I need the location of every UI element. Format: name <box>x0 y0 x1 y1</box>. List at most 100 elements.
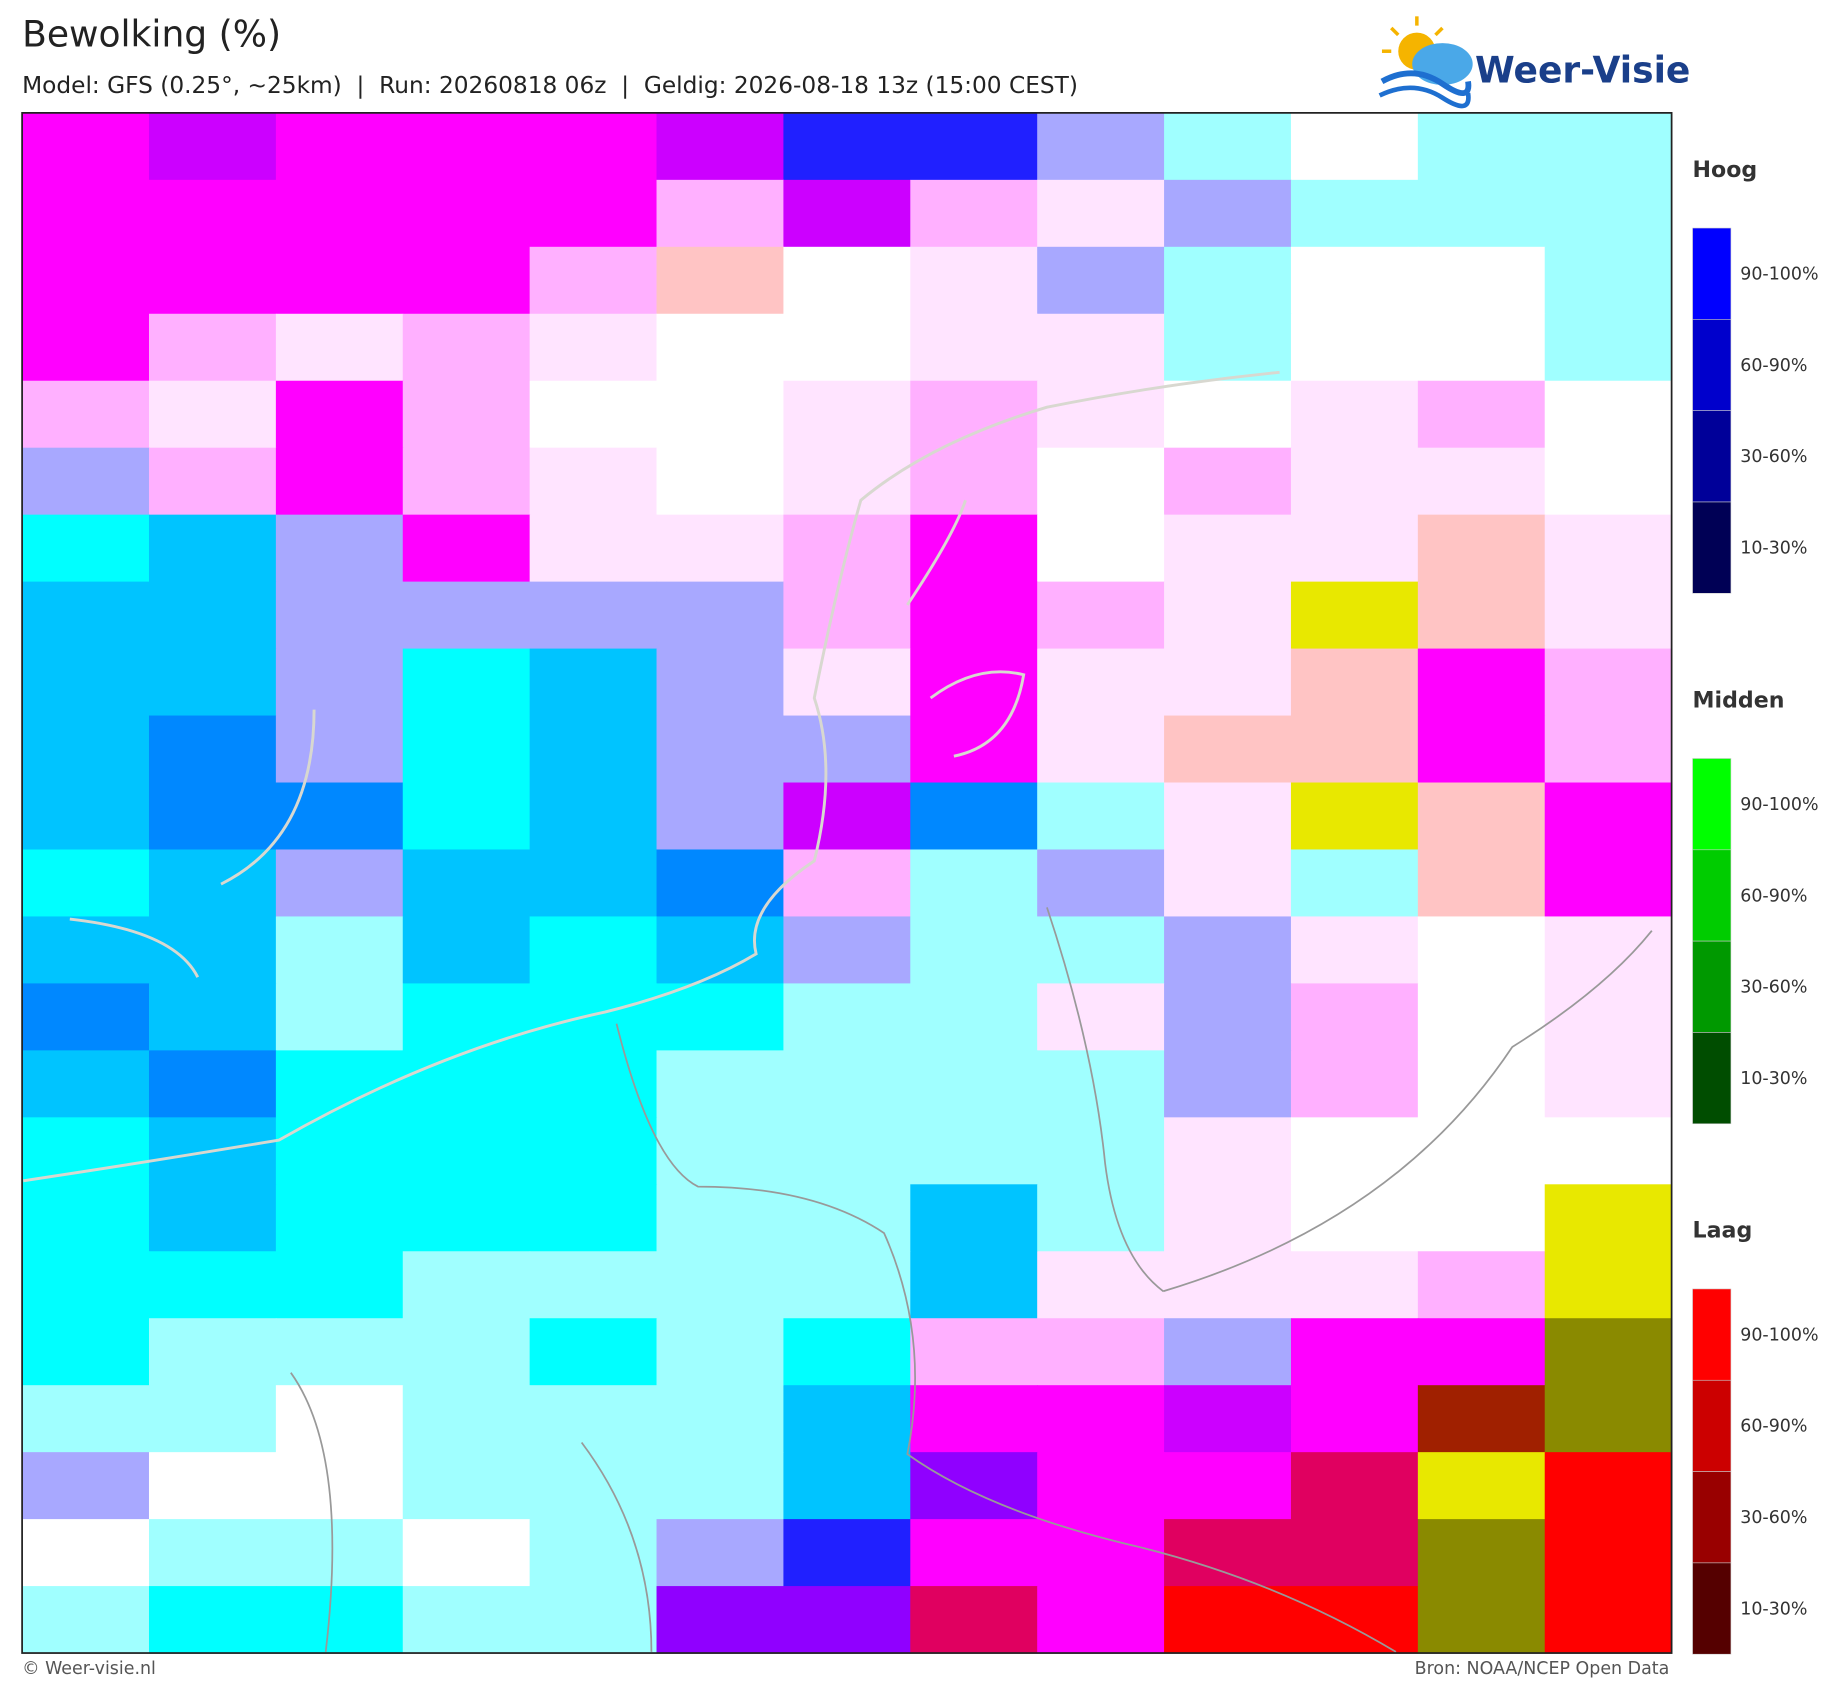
cloud-cell <box>22 447 150 516</box>
cloud-cell <box>783 1251 911 1319</box>
cloud-cell <box>1164 715 1292 784</box>
legend-title: Laag <box>1693 1218 1753 1244</box>
cloud-cell <box>1290 514 1419 583</box>
cloud-cell <box>1290 380 1419 449</box>
cloud-cell <box>529 380 658 449</box>
cloud-cell <box>1290 313 1419 382</box>
cloud-cell <box>1290 1184 1419 1252</box>
cloud-cell <box>1164 313 1292 382</box>
legend-swatch <box>1692 1379 1732 1472</box>
cloud-cell <box>22 1050 150 1118</box>
legend-label: 10-30% <box>1740 1599 1807 1619</box>
cloud-cell <box>1037 179 1165 248</box>
title: Bewolking (%) <box>22 14 281 56</box>
cloud-cell <box>910 581 1038 650</box>
cloud-cell <box>1417 1050 1546 1118</box>
cloud-cell <box>656 1519 784 1587</box>
cloud-cell <box>656 648 784 717</box>
cloud-cell <box>1544 581 1673 650</box>
cloud-cell <box>656 1184 784 1252</box>
cloud-cell <box>22 1586 150 1654</box>
cloud-cell <box>1037 983 1165 1051</box>
legend-label: 60-90% <box>1740 356 1807 376</box>
legend-label: 30-60% <box>1740 978 1807 998</box>
cloud-cell <box>656 983 784 1051</box>
cloud-cell <box>402 782 531 851</box>
cloud-cell <box>22 782 150 851</box>
cloud-cell <box>148 514 277 583</box>
cloud-cell <box>656 313 784 382</box>
cloud-cell <box>1164 112 1292 181</box>
cloud-cell <box>529 648 658 717</box>
cloud-cell <box>910 1452 1038 1520</box>
cloud-cell <box>275 246 404 315</box>
cloud-cell <box>656 447 784 516</box>
cloud-cell <box>402 849 531 918</box>
cloud-cell <box>529 112 658 181</box>
cloud-cell <box>148 1184 277 1252</box>
cloud-cell <box>656 380 784 449</box>
cloud-cell <box>1164 179 1292 248</box>
cloud-cell <box>1164 1050 1292 1118</box>
cloud-cell <box>148 916 277 984</box>
cloud-cell <box>1164 849 1292 918</box>
cloud-cell <box>1544 916 1673 984</box>
cloud-cell <box>656 782 784 851</box>
cloud-cell <box>783 1519 911 1587</box>
cloud-cell <box>402 1318 531 1386</box>
cloud-cell <box>402 447 531 516</box>
cloud-cell <box>1417 313 1546 382</box>
legend-swatch <box>1692 1562 1732 1655</box>
cloud-cell <box>402 1251 531 1319</box>
cloud-cell <box>1417 782 1546 851</box>
cloud-cell <box>1417 648 1546 717</box>
legend-label: 90-100% <box>1740 1325 1818 1345</box>
cloud-cell <box>148 112 277 181</box>
cloud-cell <box>783 916 911 984</box>
cloud-cell <box>1417 447 1546 516</box>
cloud-cell <box>402 246 531 315</box>
cloud-cell <box>1290 715 1419 784</box>
cloud-cell <box>275 916 404 984</box>
cloud-cell <box>529 1519 658 1587</box>
legend-swatch <box>1692 849 1732 942</box>
cloud-cell <box>1164 782 1292 851</box>
legend-label: 90-100% <box>1740 265 1818 285</box>
cloud-cell <box>402 1385 531 1453</box>
cloud-cell <box>402 380 531 449</box>
cloud-cell <box>529 1117 658 1185</box>
legend-swatch <box>1692 319 1732 411</box>
cloud-cell <box>1417 581 1546 650</box>
cloud-cell <box>1417 916 1546 984</box>
cloud-cell <box>1544 1117 1673 1185</box>
cloud-cell <box>1164 246 1292 315</box>
cloud-cell <box>148 246 277 315</box>
cloud-cell <box>1544 380 1673 449</box>
cloud-cell <box>783 581 911 650</box>
cloud-cell <box>1164 447 1292 516</box>
cloud-cell <box>1037 1318 1165 1386</box>
cloud-cell <box>1417 1318 1546 1386</box>
cloud-cell <box>1290 179 1419 248</box>
legend-label: 60-90% <box>1740 886 1807 906</box>
cloud-cell <box>656 1050 784 1118</box>
cloud-map <box>22 112 1673 1654</box>
cloud-cell <box>1037 581 1165 650</box>
cloud-cell <box>910 1117 1038 1185</box>
cloud-cell <box>783 380 911 449</box>
cloud-cell <box>22 1251 150 1319</box>
cloud-cell <box>275 1184 404 1252</box>
logo: Weer-Visie <box>1378 16 1690 109</box>
cloud-cell <box>402 581 531 650</box>
cloud-cell <box>275 1519 404 1587</box>
cloud-cell <box>1037 849 1165 918</box>
cloud-cell <box>275 313 404 382</box>
cloud-cell <box>275 849 404 918</box>
cloud-cell <box>783 1586 911 1654</box>
cloud-cell <box>402 1519 531 1587</box>
cloud-cell <box>1037 313 1165 382</box>
cloud-cell <box>22 246 150 315</box>
legend-swatch <box>1692 227 1732 320</box>
cloud-cell <box>656 1251 784 1319</box>
cloud-cell <box>656 849 784 918</box>
